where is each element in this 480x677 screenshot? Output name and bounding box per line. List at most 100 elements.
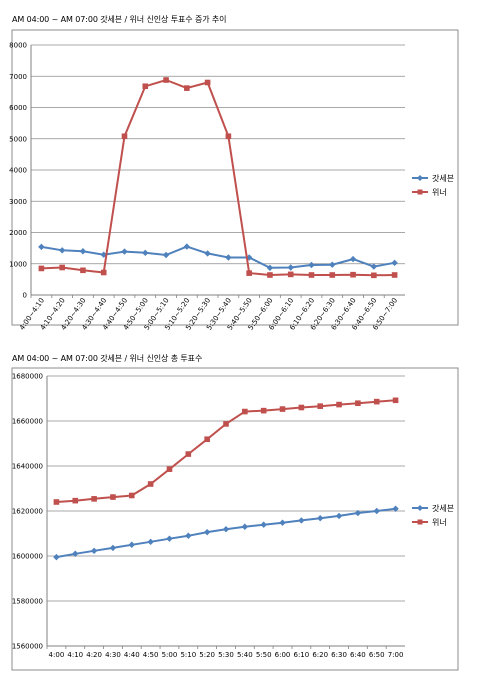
chart-2-series-2-point <box>185 451 192 457</box>
chart-2-series-1-point <box>317 515 324 522</box>
chart-2-x-tick-label: 6:10 <box>294 651 310 659</box>
chart-1-series-2-point <box>142 83 149 90</box>
chart-2-legend-1-marker <box>417 505 423 511</box>
chart-1-series-1-point <box>79 248 87 255</box>
chart-2-x-tick-label: 6:30 <box>331 651 347 659</box>
chart-2-y-tick-label: 1560000 <box>12 643 43 651</box>
chart-1-series-2-point <box>308 272 315 278</box>
chart-2-series-2-point <box>91 496 97 502</box>
chart-1-y-tick-label: 7000 <box>9 73 27 81</box>
chart-2-svg: 1560000 1580000 1600000 1620000 1640000 16600… <box>11 367 459 671</box>
chart-1-y-tick-label: 8000 <box>9 42 27 50</box>
chart-1-frame <box>11 29 459 326</box>
chart-2-x-tick-label: 4:30 <box>105 651 121 659</box>
chart-1-series-1-point <box>391 259 398 267</box>
chart-2-x-tick-label: 5:30 <box>218 651 234 659</box>
chart-2-x-tick-label: 7:00 <box>388 651 404 659</box>
chart-1-series-2-point <box>80 267 86 274</box>
chart-2-x-tick-label: 4:50 <box>143 651 159 659</box>
chart-2-series-2-point <box>147 481 154 487</box>
chart-2-series-2-point <box>204 436 210 443</box>
chart-2-series-1-point <box>335 512 343 520</box>
chart-1-series-2-point <box>371 272 377 279</box>
chart-2-x-tick-label: 6:40 <box>350 651 366 659</box>
chart-1-series-1-point <box>308 261 315 269</box>
chart-1-y-tick-label: 1000 <box>9 260 27 268</box>
chart-2-series-2-point <box>110 494 116 500</box>
chart-1-series-2-point <box>287 271 294 278</box>
chart-2-x-tick-label: 6:20 <box>312 651 328 659</box>
chart-2-series-2-point <box>336 401 342 408</box>
chart-2-series-1-point <box>241 523 249 530</box>
chart-2-series-1-point <box>203 528 211 536</box>
chart-2-x-tick-label: 6:50 <box>369 651 385 659</box>
chart-1-series-2-point <box>350 271 356 278</box>
chart-2-x-tick-label: 4:10 <box>67 651 83 659</box>
chart-2-series-2-line <box>56 399 396 503</box>
chart-1-series-1-point <box>142 249 149 257</box>
chart-1-series-1-point <box>121 248 128 255</box>
chart-1-series-1-point <box>225 254 232 261</box>
chart-2-series-1-point <box>53 553 60 561</box>
chart-2-series-1-point <box>109 544 117 552</box>
chart-2-x-tick-label: 5:50 <box>256 651 272 659</box>
chart-2-series-1-point <box>298 517 305 524</box>
chart-1-series-1-point <box>204 250 211 257</box>
chart-2: AM 04:00 ~ AM 07:00 갓세븐 / 위너 신인상 총 투표수 1… <box>0 340 480 677</box>
chart-2-series-1-point <box>373 507 380 515</box>
chart-2-y-tick-label: 1600000 <box>12 553 43 561</box>
chart-2-series-2-point <box>392 397 399 404</box>
chart-1-legend-1-marker <box>417 175 423 181</box>
chart-1-series-2-point <box>184 85 190 91</box>
chart-1-title: AM 04:00 ~ AM 07:00 갓세븐 / 위너 신인상 투표수 증가 … <box>12 15 227 24</box>
chart-2-x-tick-label: 5:40 <box>237 651 253 659</box>
chart-1-y-tick-label: 3000 <box>9 198 27 206</box>
chart-1-y-tick-label: 5000 <box>9 135 27 143</box>
chart-2-y-tick-label: 1640000 <box>12 463 43 471</box>
chart-2-y-tick-label: 1680000 <box>12 373 43 381</box>
chart-1-series-1-point <box>349 255 357 263</box>
chart-1-series-2-line <box>41 78 395 277</box>
chart-1-series-2-point <box>225 133 232 140</box>
chart-2-series-2-point <box>279 406 286 412</box>
chart-1-series-1-point <box>183 243 191 250</box>
chart-2-series-2-point <box>317 403 324 409</box>
chart-1-series-2-point <box>204 79 211 86</box>
chart-2-y-tick-label: 1620000 <box>12 508 43 516</box>
chart-2-series-2-point <box>260 407 267 414</box>
chart-1-y-tick-label: 6000 <box>9 104 27 112</box>
chart-2-series-1-point <box>90 547 98 555</box>
chart-1-series-1-point <box>287 264 294 271</box>
chart-2-y-tick-label: 1580000 <box>12 598 43 606</box>
chart-2-legend-2-label: 위너 <box>432 517 447 527</box>
chart-1-series-2-point <box>59 264 65 271</box>
chart-1-series-2-point <box>100 269 107 276</box>
chart-1-y-tick-label: 4000 <box>9 167 27 175</box>
chart-2-series-2-point <box>53 499 60 505</box>
chart-2-series-1-point <box>392 505 399 512</box>
chart-1-series-2-point <box>38 265 45 272</box>
chart-2-series-1-point <box>128 541 135 548</box>
chart-1-series-2-point <box>246 270 252 276</box>
chart-2-series-1-point <box>147 538 154 546</box>
chart-2-x-tick-label: 5:00 <box>162 651 178 659</box>
chart-1-series-1-point <box>329 261 336 268</box>
chart-1-series-1-point <box>100 251 107 258</box>
chart-1-series-2-point <box>391 272 398 278</box>
chart-2-series-1-point <box>260 521 267 528</box>
chart-2-series-1-point <box>166 535 173 542</box>
chart-2-y-tick-label: 1660000 <box>12 418 43 426</box>
chart-2-series-2-point <box>72 497 79 504</box>
chart-2-series-2-point <box>242 408 248 415</box>
chart-1-legend-1-label: 갓세븐 <box>432 173 454 183</box>
chart-1-series-1-point <box>266 264 274 272</box>
chart-2-x-tick-label: 4:40 <box>124 651 140 659</box>
chart-2-x-tick-label: 4:20 <box>86 651 102 659</box>
chart-1-y-tick-label: 0 <box>23 292 27 300</box>
chart-2-x-tick-label: 6:00 <box>275 651 291 659</box>
chart-1-series-2-point <box>267 272 273 278</box>
chart-2-x-tick-label: 4:00 <box>49 651 65 659</box>
chart-1-series-1-point <box>162 251 170 259</box>
chart-1-legend-2-label: 위너 <box>432 187 447 197</box>
chart-2-series-1-point <box>72 550 79 557</box>
